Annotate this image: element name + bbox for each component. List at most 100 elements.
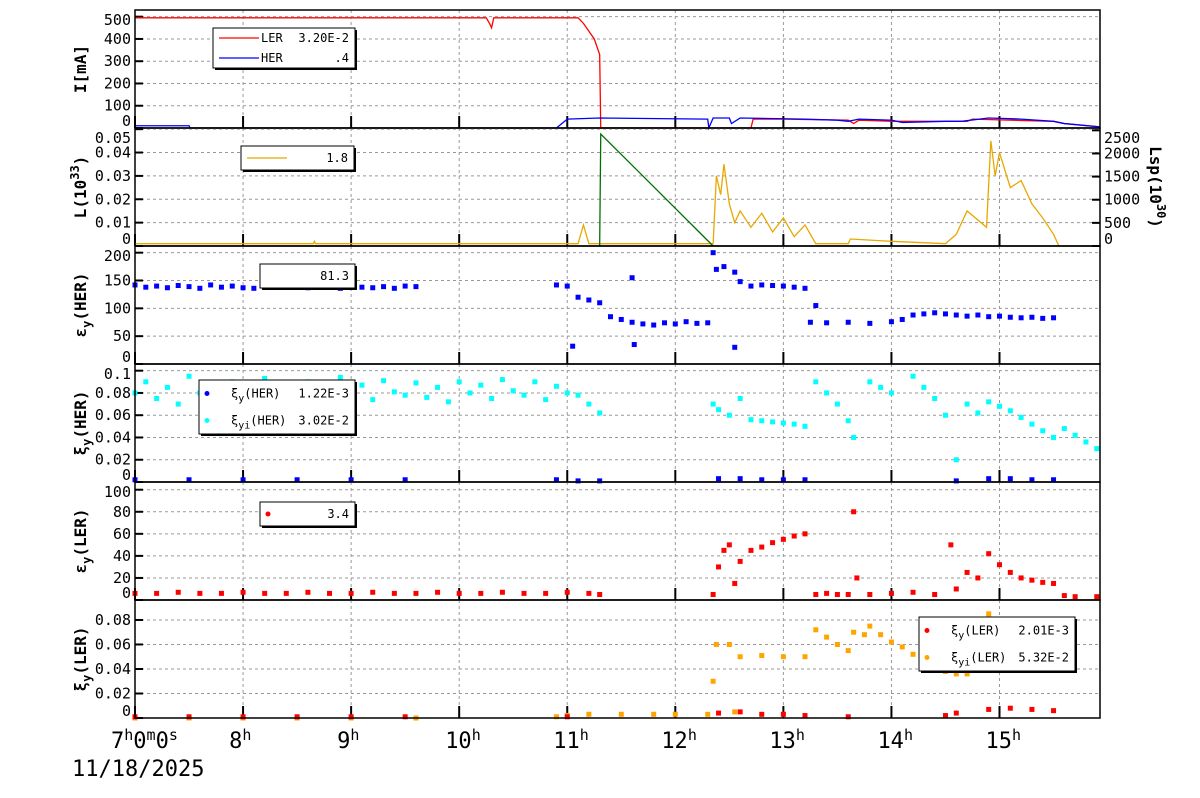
x-tick-label: 13h bbox=[769, 726, 805, 754]
data-point bbox=[834, 591, 840, 597]
data-point bbox=[629, 319, 635, 325]
y-label-sub: y bbox=[80, 439, 94, 446]
y-tick-label: 0.01 bbox=[95, 214, 131, 232]
data-point bbox=[780, 536, 786, 542]
data-point bbox=[164, 285, 170, 291]
y-tick-label: 0.04 bbox=[95, 660, 131, 678]
data-point bbox=[716, 564, 722, 570]
data-point bbox=[851, 434, 857, 440]
data-point bbox=[732, 709, 738, 715]
legend-label: ξy(LER) bbox=[951, 624, 1000, 642]
data-point bbox=[570, 343, 576, 349]
legend-label: ξyi(HER) bbox=[231, 414, 286, 432]
data-point bbox=[921, 311, 927, 317]
y-axis-label: εy(HER) bbox=[71, 272, 94, 337]
data-point bbox=[802, 654, 808, 660]
data-point bbox=[910, 589, 916, 595]
data-point bbox=[748, 283, 754, 289]
data-point bbox=[489, 396, 495, 402]
y-tick-label: 40 bbox=[113, 547, 131, 565]
legend: 81.3 bbox=[259, 263, 357, 290]
y-tick-label: 0.1 bbox=[104, 365, 131, 383]
y-axis-label: ξy(HER) bbox=[71, 390, 94, 455]
data-point bbox=[888, 639, 894, 645]
legend: 3.4 bbox=[259, 501, 357, 528]
data-point bbox=[240, 589, 246, 595]
data-point bbox=[164, 384, 170, 390]
legend-marker bbox=[924, 655, 930, 660]
data-point bbox=[672, 321, 678, 327]
legend: LER 3.20E-2 HER .4 bbox=[212, 27, 357, 70]
data-point bbox=[878, 632, 884, 638]
data-point bbox=[391, 389, 397, 395]
data-point bbox=[467, 390, 473, 396]
data-point bbox=[327, 590, 333, 596]
data-point bbox=[197, 285, 203, 291]
data-point bbox=[845, 648, 851, 654]
data-point bbox=[780, 654, 786, 660]
y-tick-label: 0.02 bbox=[95, 684, 131, 702]
data-point bbox=[1072, 432, 1078, 438]
data-point bbox=[721, 547, 727, 553]
data-point bbox=[964, 569, 970, 575]
data-point bbox=[851, 509, 857, 515]
y-axis-label: εy(LER) bbox=[71, 508, 94, 573]
data-point bbox=[964, 401, 970, 407]
data-point bbox=[710, 250, 716, 256]
y-label-sub: y bbox=[80, 557, 94, 564]
y-axis-label: ξy(LER) bbox=[71, 626, 94, 691]
data-point bbox=[1083, 439, 1089, 445]
y-tick-label: 0.05 bbox=[95, 129, 131, 147]
data-point bbox=[586, 401, 592, 407]
legend-box bbox=[918, 616, 1076, 672]
data-point bbox=[672, 711, 678, 717]
x-tick-label: 11h bbox=[553, 726, 589, 754]
data-point bbox=[851, 629, 857, 635]
data-point bbox=[1018, 315, 1024, 321]
data-point bbox=[824, 634, 830, 640]
data-point bbox=[631, 342, 637, 348]
data-point bbox=[478, 590, 484, 596]
legend-marker bbox=[924, 628, 930, 633]
y2-tick-label: 2000 bbox=[1104, 144, 1140, 162]
data-point bbox=[813, 591, 819, 597]
data-point bbox=[543, 590, 549, 596]
data-point bbox=[294, 714, 300, 720]
data-point bbox=[964, 313, 970, 319]
data-point bbox=[845, 591, 851, 597]
data-point bbox=[597, 300, 603, 306]
data-point bbox=[456, 590, 462, 596]
data-point bbox=[1040, 428, 1046, 434]
data-point bbox=[932, 591, 938, 597]
data-point bbox=[716, 476, 722, 482]
data-point bbox=[770, 540, 776, 546]
data-point bbox=[824, 590, 830, 596]
y2-axis-label: Lsp(1030) bbox=[1146, 146, 1168, 228]
data-point bbox=[445, 399, 451, 405]
data-point bbox=[1051, 477, 1057, 483]
data-point bbox=[759, 711, 765, 717]
legend-label: LER bbox=[261, 31, 283, 45]
data-point bbox=[737, 279, 743, 285]
data-point bbox=[953, 457, 959, 463]
data-point bbox=[251, 285, 257, 291]
data-point bbox=[1007, 408, 1013, 414]
data-point bbox=[553, 714, 559, 720]
legend: ξy(LER) 2.01E-3 ξyi(LER) 5.32E-2 bbox=[918, 616, 1077, 673]
legend-value: 81.3 bbox=[320, 269, 349, 283]
y-tick-label: 60 bbox=[113, 525, 131, 543]
data-point bbox=[791, 421, 797, 427]
y-label-sup: 33 bbox=[68, 165, 82, 179]
data-point bbox=[807, 319, 813, 325]
data-point bbox=[748, 417, 754, 423]
data-point bbox=[456, 379, 462, 385]
x-tick-label: 7h0m0s bbox=[111, 726, 178, 754]
data-point bbox=[499, 377, 505, 383]
data-point bbox=[402, 477, 408, 483]
data-point bbox=[953, 710, 959, 716]
data-point bbox=[710, 678, 716, 684]
data-point bbox=[683, 319, 689, 325]
data-point bbox=[1007, 476, 1013, 482]
y-tick-label: 100 bbox=[104, 299, 131, 317]
